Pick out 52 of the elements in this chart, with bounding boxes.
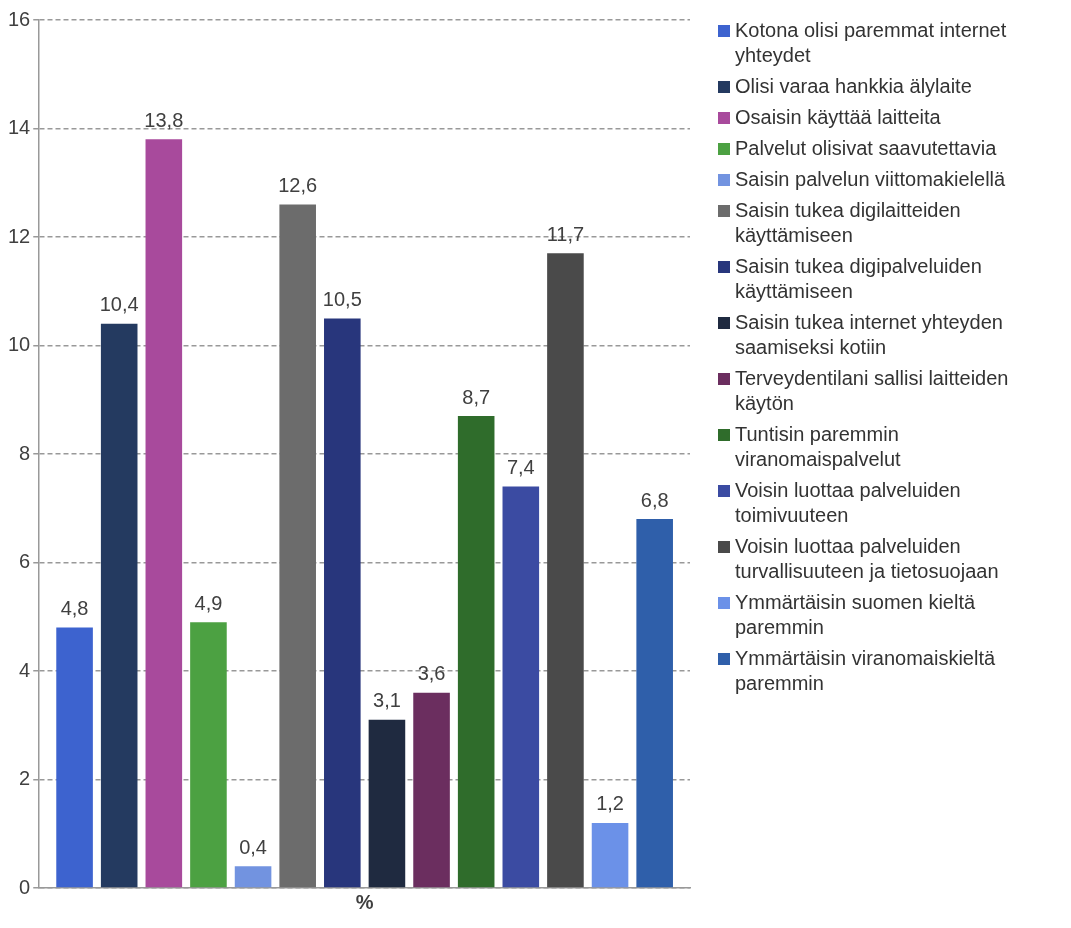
y-tick-label: 4 (19, 658, 31, 681)
legend-label: Olisi varaa hankkia älylaite (735, 74, 972, 99)
data-label: 10,5 (322, 287, 362, 310)
y-tick-label: 8 (19, 441, 31, 464)
legend-label: Tuntisin paremmin viranomaispalvelut (735, 422, 902, 472)
legend-label: Voisin luottaa palveluiden turvallisuuteen ja tietosuojaan (735, 534, 1000, 584)
x-tick-label: % (355, 890, 374, 913)
data-label: 8,7 (462, 385, 491, 408)
data-label: 0,4 (239, 835, 267, 858)
data-label: 12,6 (278, 173, 318, 196)
bar (547, 253, 584, 888)
y-tick-label: 2 (19, 767, 31, 790)
data-label: 1,2 (596, 792, 624, 815)
bar (591, 822, 629, 888)
data-label: 4,9 (194, 591, 223, 614)
bar (234, 866, 272, 888)
legend-label: Ymmärtäisin viranomaiskieltä paremmin (735, 646, 997, 696)
y-tick-label: 12 (8, 224, 31, 247)
bar (145, 139, 183, 888)
y-tick-label: 10 (8, 333, 31, 356)
data-label: 6,8 (640, 488, 669, 511)
bar (190, 622, 227, 888)
data-label: 10,4 (99, 293, 139, 316)
legend-label: Kotona olisi paremmat internet yhteydet (735, 18, 1008, 68)
legend-label: Saisin tukea digipalveluiden käyttämiseen (735, 254, 983, 304)
data-label: 3,1 (373, 689, 401, 712)
legend-label: Osaisin käyttää laitteita (735, 105, 941, 130)
bar (502, 486, 540, 888)
legend-label: Terveydentilani sallisi laitteiden käytön (735, 366, 1010, 416)
data-label: 11,7 (546, 222, 585, 245)
y-tick-label: 14 (8, 116, 31, 139)
legend-label: Saisin tukea digilaitteiden käyttämiseen (735, 198, 962, 248)
bar (413, 692, 450, 888)
bar (457, 416, 495, 888)
y-tick-label: 0 (19, 875, 31, 898)
bar (279, 204, 316, 888)
bar (100, 323, 138, 888)
bar (636, 519, 673, 888)
y-tick-label: 6 (19, 550, 31, 573)
data-label: 3,6 (417, 662, 446, 685)
legend-label: Ymmärtäisin suomen kieltä paremmin (735, 590, 977, 640)
data-label: 4,8 (60, 597, 89, 620)
bar (368, 719, 406, 888)
legend-label: Voisin luottaa palveluiden toimivuuteen (735, 478, 962, 528)
legend-label: Saisin tukea internet yhteyden saamiseksi kotiin (735, 310, 1004, 360)
bar (56, 627, 93, 888)
data-label: 7,4 (506, 456, 535, 479)
legend-label: Saisin palvelun viittomakielellä (735, 167, 1006, 192)
legend-label: Palvelut olisivat saavutettavia (735, 136, 997, 161)
bar (324, 318, 361, 888)
y-tick-label: 16 (8, 7, 31, 30)
data-label: 13,8 (144, 108, 184, 131)
